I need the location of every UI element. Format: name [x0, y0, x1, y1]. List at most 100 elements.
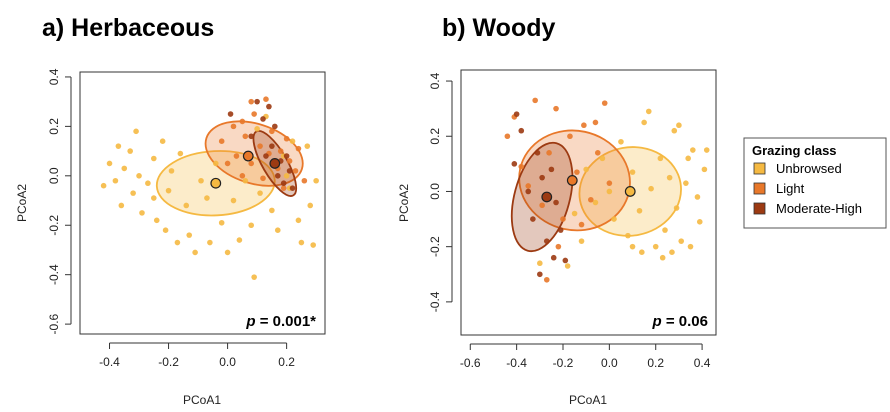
- point-moderate-high: [274, 173, 281, 179]
- point-unbrowsed: [304, 143, 311, 149]
- point-unbrowsed: [269, 207, 275, 214]
- point-moderate-high: [289, 185, 296, 191]
- point-moderate-high: [266, 103, 272, 110]
- point-moderate-high: [562, 257, 569, 264]
- x-tick-label: -0.4: [99, 355, 120, 369]
- point-unbrowsed: [150, 155, 157, 162]
- point-light: [553, 105, 559, 112]
- point-moderate-high: [254, 98, 260, 105]
- point-unbrowsed: [659, 254, 666, 261]
- legend-item-light: Light: [753, 181, 805, 196]
- point-unbrowsed: [174, 239, 181, 246]
- point-light: [239, 173, 246, 179]
- point-moderate-high: [518, 127, 525, 134]
- legend-label-moderate-high: Moderate-High: [776, 201, 862, 216]
- point-light: [233, 153, 240, 159]
- point-light: [594, 150, 601, 156]
- point-unbrowsed: [198, 177, 204, 184]
- point-light: [263, 96, 269, 102]
- point-unbrowsed: [127, 148, 133, 154]
- legend: Grazing class Unbrowsed Light Moderate-H…: [743, 137, 887, 229]
- point-light: [292, 168, 299, 174]
- point-unbrowsed: [673, 205, 680, 211]
- y-tick-label: 0.2: [47, 118, 61, 135]
- point-unbrowsed: [183, 202, 190, 209]
- x-tick-label: -0.2: [553, 356, 574, 370]
- point-light: [269, 128, 275, 135]
- centroid-unbrowsed: [210, 177, 222, 189]
- legend-label-light: Light: [776, 181, 805, 196]
- point-unbrowsed: [159, 138, 166, 145]
- point-moderate-high: [553, 199, 559, 206]
- point-moderate-high: [260, 116, 266, 122]
- point-light: [525, 183, 532, 189]
- x-tick-label: 0.2: [278, 355, 295, 369]
- centroid-unbrowsed: [624, 186, 636, 197]
- legend-title: Grazing class: [752, 143, 837, 158]
- legend-box: [743, 137, 887, 229]
- legend-swatch-light: [753, 182, 766, 195]
- x-tick-label: -0.6: [460, 356, 481, 370]
- point-moderate-high: [537, 271, 543, 278]
- point-light: [543, 276, 550, 283]
- point-unbrowsed: [611, 216, 617, 222]
- point-light: [560, 216, 566, 222]
- y-tick-label: -0.2: [47, 215, 61, 236]
- point-unbrowsed: [583, 166, 589, 173]
- point-unbrowsed: [236, 237, 243, 243]
- point-unbrowsed: [121, 165, 128, 172]
- point-unbrowsed: [310, 242, 316, 248]
- point-moderate-high: [283, 153, 290, 159]
- p-value-herbaceous: p = 0.001*: [245, 313, 316, 330]
- point-unbrowsed: [177, 150, 184, 157]
- point-unbrowsed: [298, 239, 305, 246]
- point-unbrowsed: [254, 126, 260, 132]
- point-moderate-high: [513, 111, 520, 117]
- point-unbrowsed: [283, 173, 290, 179]
- point-unbrowsed: [139, 210, 145, 216]
- legend-item-moderate-high: Moderate-High: [753, 201, 862, 216]
- p-value-text: = 0.001*: [256, 313, 317, 330]
- point-light: [280, 185, 287, 191]
- point-unbrowsed: [204, 195, 210, 201]
- point-unbrowsed: [274, 227, 281, 233]
- y-tick-label: -0.2: [428, 236, 442, 257]
- y-axis-title-woody: PCoA2: [397, 184, 411, 222]
- x-axis-title-herbaceous: PCoA1: [183, 393, 221, 407]
- x-tick-label: 0.0: [219, 355, 236, 369]
- point-unbrowsed: [599, 155, 606, 162]
- point-light: [286, 158, 293, 164]
- y-tick-label: 0.4: [428, 72, 442, 89]
- y-tick-label: 0.0: [47, 167, 61, 184]
- x-tick-label: -0.4: [506, 356, 527, 370]
- point-unbrowsed: [683, 180, 689, 186]
- point-unbrowsed: [685, 155, 691, 162]
- p-symbol: p: [652, 313, 662, 330]
- point-moderate-high: [248, 133, 255, 140]
- panel-title-woody: b) Woody: [442, 14, 555, 42]
- point-unbrowsed: [224, 249, 231, 256]
- y-tick-label: 0.4: [47, 68, 61, 85]
- point-light: [248, 160, 255, 167]
- point-unbrowsed: [669, 249, 675, 255]
- x-tick-label: -0.2: [158, 355, 179, 369]
- point-unbrowsed: [687, 243, 694, 250]
- point-unbrowsed: [307, 202, 314, 209]
- point-light: [532, 97, 538, 104]
- point-light: [601, 100, 608, 106]
- legend-item-unbrowsed: Unbrowsed: [753, 161, 842, 176]
- y-tick-label: 0.0: [428, 183, 442, 200]
- p-value-text: = 0.06: [662, 313, 708, 330]
- point-light: [295, 145, 302, 152]
- point-moderate-high: [557, 227, 564, 233]
- point-unbrowsed: [112, 177, 119, 184]
- point-unbrowsed: [136, 173, 142, 179]
- point-unbrowsed: [625, 232, 631, 239]
- point-unbrowsed: [537, 260, 543, 267]
- point-moderate-high: [227, 111, 234, 117]
- y-axis-woody: -0.4 -0.2 0.0 0.2 0.4: [428, 72, 453, 312]
- point-unbrowsed: [666, 174, 673, 181]
- point-unbrowsed: [696, 219, 703, 225]
- point-unbrowsed: [578, 238, 585, 244]
